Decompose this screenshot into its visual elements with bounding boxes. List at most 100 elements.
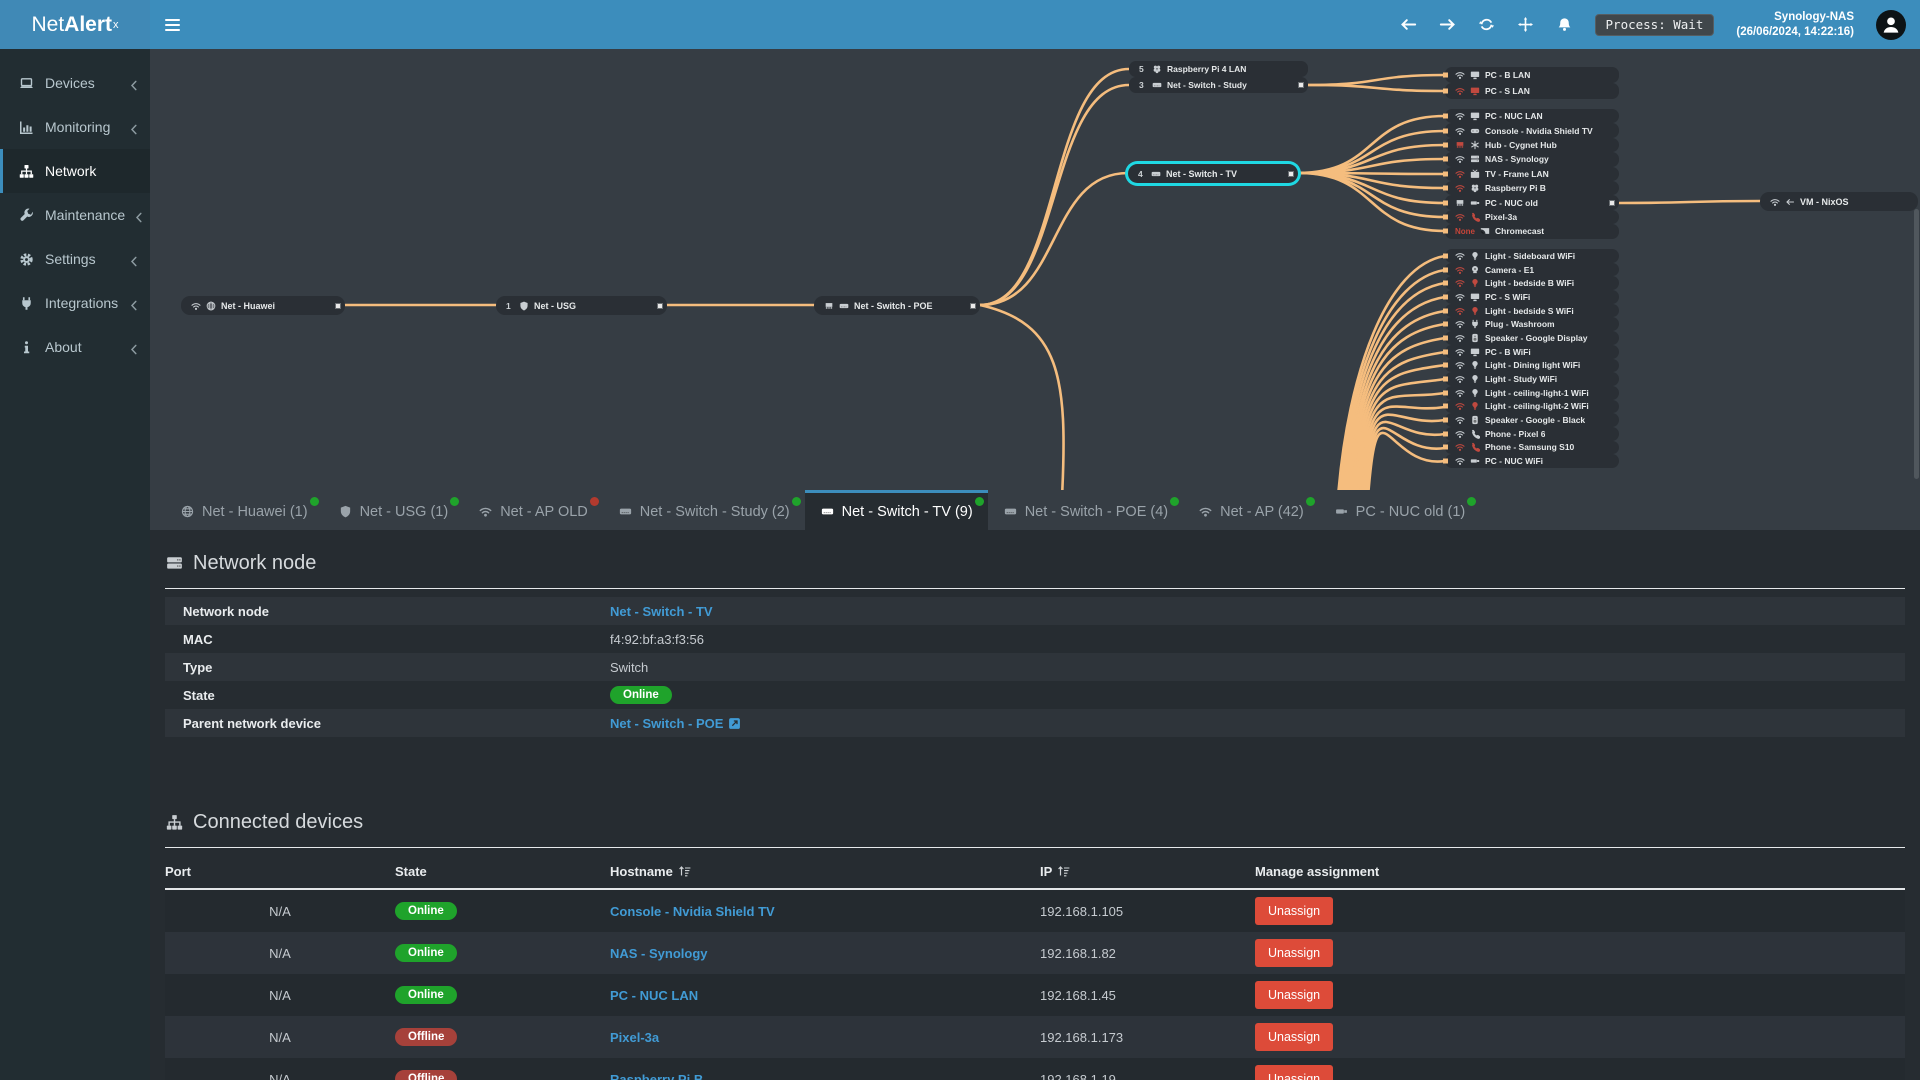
connector-handle[interactable] [1288, 170, 1294, 177]
node-row[interactable]: 4 Net - Switch - TV [1128, 164, 1298, 183]
hostname-link[interactable]: Raspberry Pi B [610, 1071, 704, 1080]
node-row[interactable]: Speaker - Google - Black [1443, 413, 1619, 427]
link-endpoint-dot [1443, 376, 1448, 382]
node-row[interactable]: PC - B WiFi [1443, 344, 1619, 359]
sort-icon[interactable] [678, 865, 692, 877]
tab-net-switch-poe-4-[interactable]: Net - Switch - POE (4) [988, 490, 1183, 530]
node-row[interactable]: PC - S LAN [1443, 83, 1619, 99]
node-row[interactable]: Light - bedside B WiFi [1443, 276, 1619, 291]
topology-link [1357, 391, 1447, 490]
node-row[interactable]: VM - NixOS [1760, 192, 1918, 211]
topology-node-net-switch-tv[interactable]: 4 Net - Switch - TV [1128, 164, 1298, 183]
node-row[interactable]: TV - Frame LAN [1443, 166, 1619, 181]
node-row[interactable]: Net - Huawei [181, 296, 345, 315]
connector-handle[interactable] [657, 302, 663, 309]
node-row[interactable]: 5 Raspberry Pi 4 LAN [1129, 61, 1308, 77]
hostname-link[interactable]: PC - NUC LAN [610, 987, 699, 1003]
state-cell: Offline [395, 1058, 610, 1080]
tab-net-huawei-1-[interactable]: Net - Huawei (1) [165, 490, 323, 530]
link-endpoint-dot [1443, 156, 1448, 162]
sort-icon[interactable] [1057, 865, 1071, 877]
node-row[interactable]: Hub - Cygnet Hub [1443, 137, 1619, 153]
node-row[interactable]: Light - ceiling-light-1 WiFi [1443, 385, 1619, 400]
node-link[interactable]: Net - Switch - POE [610, 715, 724, 731]
sidebar-item-devices[interactable]: Devices [0, 61, 150, 105]
node-row[interactable]: Camera - E1 [1443, 262, 1619, 277]
node-row[interactable]: 1 Net - USG [496, 296, 667, 315]
forward-arrow-icon[interactable] [1439, 17, 1456, 32]
tab-net-ap-old[interactable]: Net - AP OLD [463, 490, 603, 530]
node-row[interactable]: Speaker - Google Display [1443, 331, 1619, 345]
node-row[interactable]: Phone - Pixel 6 [1443, 426, 1619, 441]
user-avatar[interactable] [1876, 9, 1906, 40]
node-row[interactable]: Console - Nvidia Shield TV [1443, 123, 1619, 138]
node-row[interactable]: Raspberry Pi B [1443, 180, 1619, 196]
topology-node-tv-devices[interactable]: PC - NUC LAN Console - Nvidia Shield TV Hu… [1443, 109, 1619, 239]
node-row[interactable]: Light - Dining light WiFi [1443, 358, 1619, 373]
wifi-icon [1455, 442, 1465, 452]
topology-node-net-usg[interactable]: 1 Net - USG [496, 296, 667, 315]
hostname-link[interactable]: NAS - Synology [610, 945, 708, 961]
hostname-link[interactable]: Pixel-3a [610, 1029, 660, 1045]
topology-node-study-devices[interactable]: PC - B LAN PC - S LAN [1443, 67, 1619, 99]
refresh-icon[interactable] [1478, 17, 1495, 32]
node-row[interactable]: PC - NUC LAN [1443, 109, 1619, 124]
chevron-left-icon [130, 78, 138, 90]
sidebar-item-about[interactable]: About [0, 325, 150, 369]
node-row[interactable]: PC - B LAN [1443, 67, 1619, 83]
column-header-hostname[interactable]: Hostname [610, 852, 1040, 890]
unassign-button[interactable]: Unassign [1255, 981, 1334, 1009]
section-divider [165, 847, 1905, 848]
tab-net-usg-1-[interactable]: Net - USG (1) [323, 490, 464, 530]
connector-handle[interactable] [1298, 82, 1304, 88]
node-row[interactable]: PC - NUC WiFi [1443, 454, 1619, 468]
sidebar-toggle-button[interactable] [150, 0, 195, 49]
unassign-button[interactable]: Unassign [1255, 897, 1334, 925]
node-row[interactable]: Light - ceiling-light-2 WiFi [1443, 399, 1619, 414]
external-link-icon[interactable] [728, 717, 741, 730]
node-row[interactable]: 3 Net - Switch - Study [1129, 77, 1308, 93]
node-row[interactable]: Light - bedside S WiFi [1443, 303, 1619, 318]
wifi-icon [1770, 197, 1780, 207]
node-link[interactable]: Net - Switch - TV [610, 603, 713, 619]
app-logo[interactable]: Net Alert x [0, 0, 150, 49]
notifications-bell-icon[interactable] [1556, 17, 1573, 32]
tab-label: Net - Switch - TV (9) [841, 503, 973, 520]
tab-net-switch-tv-9-[interactable]: Net - Switch - TV (9) [804, 490, 988, 530]
sidebar-item-maintenance[interactable]: Maintenance [0, 193, 150, 237]
node-row[interactable]: Light - Study WiFi [1443, 372, 1619, 386]
sidebar-item-settings[interactable]: Settings [0, 237, 150, 281]
node-row[interactable]: PC - NUC old [1443, 195, 1619, 210]
unassign-button[interactable]: Unassign [1255, 939, 1334, 967]
node-row[interactable]: Pixel-3a [1443, 209, 1619, 225]
node-row[interactable]: NAS - Synology [1443, 152, 1619, 167]
topology-node-net-huawei[interactable]: Net - Huawei [181, 296, 345, 315]
node-row[interactable]: None Chromecast [1443, 224, 1619, 239]
node-row[interactable]: Light - Sideboard WiFi [1443, 249, 1619, 263]
sidebar-item-integrations[interactable]: Integrations [0, 281, 150, 325]
tab-pc-nuc-old-1-[interactable]: PC - NUC old (1) [1319, 490, 1481, 530]
tab-net-ap-42-[interactable]: Net - AP (42) [1183, 490, 1319, 530]
diagram-scrollbar[interactable] [1914, 209, 1919, 479]
topology-node-ap-devices[interactable]: Light - Sideboard WiFi Camera - E1 Light -… [1443, 249, 1619, 468]
node-row[interactable]: PC - S WiFi [1443, 290, 1619, 304]
node-label: Phone - Samsung S10 [1485, 442, 1575, 453]
node-row[interactable]: Net - Switch - POE [814, 296, 980, 315]
unassign-button[interactable]: Unassign [1255, 1023, 1334, 1051]
tab-net-switch-study-2-[interactable]: Net - Switch - Study (2) [603, 490, 805, 530]
topology-node-study-group[interactable]: 5 Raspberry Pi 4 LAN 3 Net - Switch - Study [1129, 61, 1308, 93]
topology-node-net-switch-poe[interactable]: Net - Switch - POE [814, 296, 980, 315]
move-icon[interactable] [1517, 17, 1534, 32]
connector-handle[interactable] [970, 302, 976, 309]
back-arrow-icon[interactable] [1400, 17, 1417, 32]
sidebar-item-network[interactable]: Network [0, 149, 150, 193]
node-row[interactable]: Phone - Samsung S10 [1443, 440, 1619, 455]
sidebar-item-monitoring[interactable]: Monitoring [0, 105, 150, 149]
node-row[interactable]: Plug - Washroom [1443, 317, 1619, 332]
connector-handle[interactable] [1609, 199, 1615, 206]
topology-node-vm-nixos[interactable]: VM - NixOS [1760, 192, 1918, 211]
connector-handle[interactable] [335, 302, 341, 309]
hostname-link[interactable]: Console - Nvidia Shield TV [610, 903, 775, 919]
unassign-button[interactable]: Unassign [1255, 1065, 1334, 1080]
column-header-ip[interactable]: IP [1040, 852, 1255, 890]
